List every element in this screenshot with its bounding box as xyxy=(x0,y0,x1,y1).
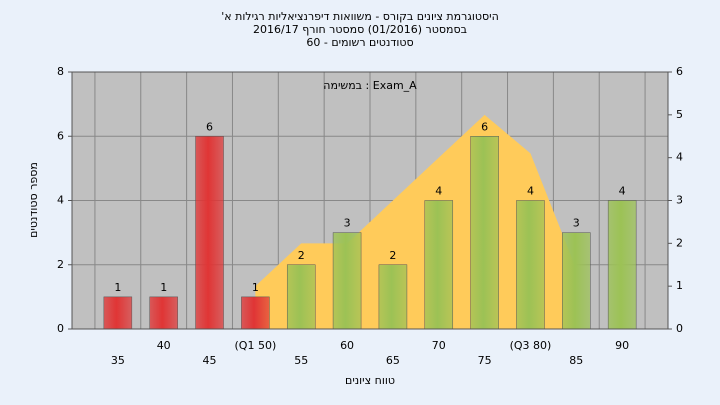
bar xyxy=(149,296,178,330)
y-tick-label: 6 xyxy=(57,129,64,142)
y2-tick-label: 6 xyxy=(676,65,683,78)
bar xyxy=(103,296,133,330)
x-tick-label: 85 xyxy=(569,354,583,367)
y2-tick-label: 1 xyxy=(676,279,683,292)
value-label: 3 xyxy=(344,217,351,230)
value-label: 6 xyxy=(206,120,213,133)
x-tick-label: 75 xyxy=(478,354,492,367)
bar xyxy=(286,264,316,330)
plot-frame xyxy=(71,71,669,330)
bar xyxy=(241,296,270,330)
bar xyxy=(332,232,362,330)
x-tick-label: 45 xyxy=(203,354,217,367)
bar xyxy=(470,136,499,330)
value-label: 3 xyxy=(573,217,580,230)
chart-subtitle: סטודנטים רשומים - 60 xyxy=(306,36,413,49)
y-tick-label: 4 xyxy=(57,194,64,207)
y2-tick-label: 0 xyxy=(676,322,683,335)
bar xyxy=(562,232,591,330)
y-axis-label: מספר סטודנטים xyxy=(27,162,40,238)
y2-tick-label: 4 xyxy=(676,151,683,164)
value-label: 2 xyxy=(298,249,305,262)
x-tick-label: 40 xyxy=(157,339,171,352)
x-axis-label: טווח ציונים xyxy=(345,374,395,387)
bar xyxy=(516,200,545,330)
value-label: 1 xyxy=(252,281,259,294)
x-tick-label: 35 xyxy=(111,354,125,367)
bar xyxy=(195,136,224,330)
y2-tick-label: 5 xyxy=(676,108,683,121)
value-label: 1 xyxy=(114,281,121,294)
annotation: במשימה : Exam_A xyxy=(323,79,417,92)
y-tick-label: 0 xyxy=(57,322,64,335)
value-label: 2 xyxy=(389,249,396,262)
y-tick-label: 8 xyxy=(57,65,64,78)
x-tick-label: 65 xyxy=(386,354,400,367)
chart-title: 'היסטוגרמת ציונים בקורס - משוואות דיפרנצ… xyxy=(221,10,499,23)
x-tick-label: 55 xyxy=(294,354,308,367)
x-tick-label: 90 xyxy=(615,339,629,352)
x-tick-label: 70 xyxy=(432,339,446,352)
x-tick-label: (Q3 80) xyxy=(510,339,552,352)
value-label: 6 xyxy=(481,120,488,133)
value-label: 4 xyxy=(619,185,626,198)
value-label: 4 xyxy=(435,185,442,198)
y2-tick-label: 2 xyxy=(676,236,683,249)
value-label: 1 xyxy=(160,281,167,294)
chart-subtitle: בסמסטר (01/2016) סמסטר חורף 2016/17 xyxy=(253,23,467,36)
y2-tick-label: 3 xyxy=(676,194,683,207)
bar xyxy=(424,200,454,330)
value-label: 4 xyxy=(527,185,534,198)
x-tick-label: 60 xyxy=(340,339,354,352)
y-tick-label: 2 xyxy=(57,258,64,271)
bar xyxy=(378,264,408,330)
x-tick-label: (Q1 50) xyxy=(235,339,277,352)
bar xyxy=(607,200,637,330)
